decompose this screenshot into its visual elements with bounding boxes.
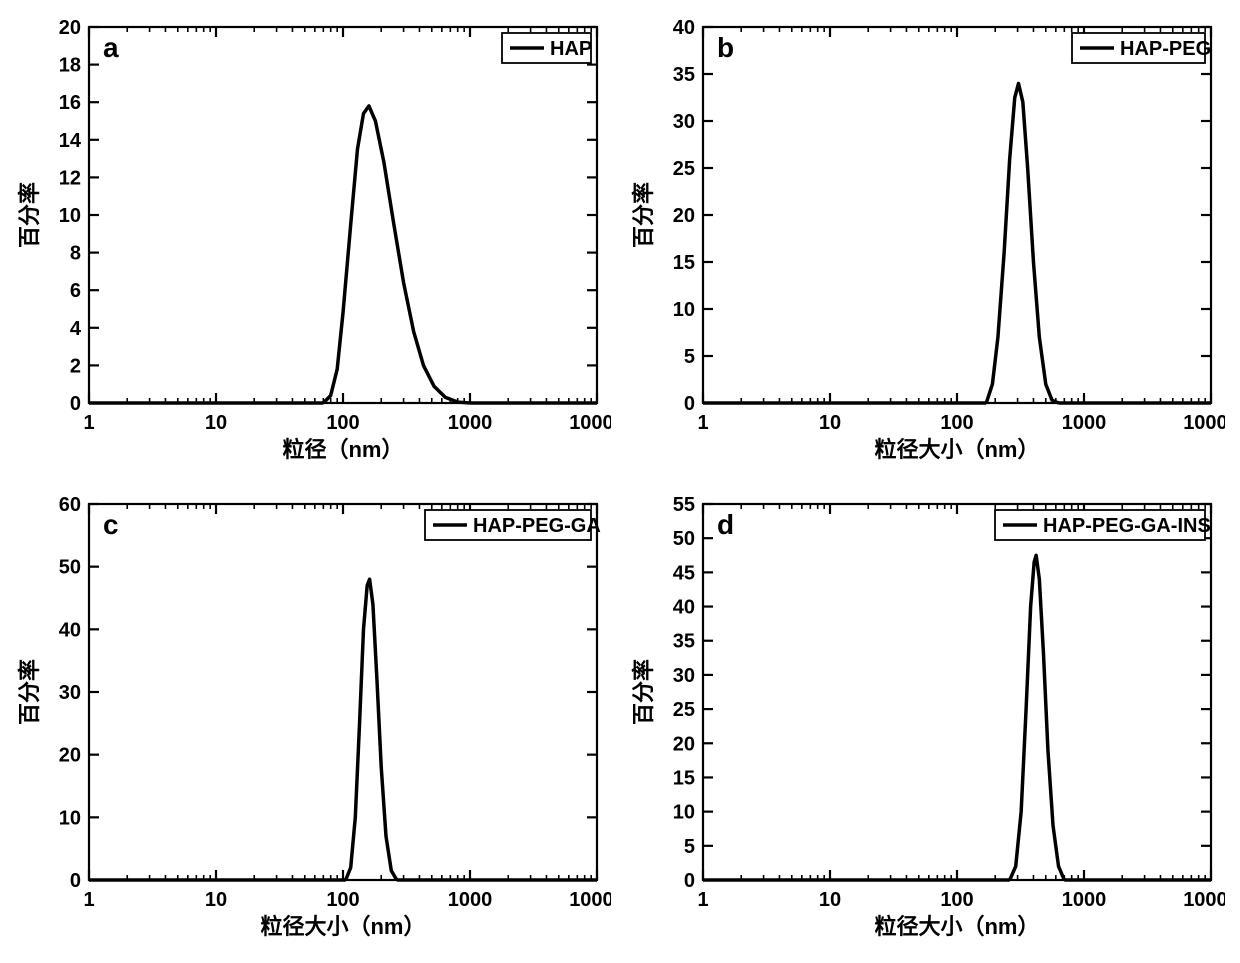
svg-text:50: 50 xyxy=(673,528,695,550)
series-line xyxy=(986,83,1058,403)
svg-text:25: 25 xyxy=(673,699,695,721)
svg-text:20: 20 xyxy=(673,733,695,755)
svg-text:0: 0 xyxy=(70,870,81,892)
svg-text:10: 10 xyxy=(59,205,81,227)
panel-letter: b xyxy=(717,32,734,63)
svg-text:55: 55 xyxy=(673,494,695,516)
svg-text:45: 45 xyxy=(673,562,695,584)
y-axis-label: 百分率 xyxy=(17,182,42,248)
svg-text:5: 5 xyxy=(684,835,695,857)
chart-d: 1 10 100 1000 10000 0 5 10 15 20 25 30 35 40 45 50 55 d HA… xyxy=(629,492,1225,948)
panel-letter: a xyxy=(103,32,119,63)
series-line xyxy=(323,106,470,403)
svg-text:10000: 10000 xyxy=(569,889,611,911)
svg-text:30: 30 xyxy=(59,682,81,704)
svg-text:15: 15 xyxy=(673,252,695,274)
svg-text:1: 1 xyxy=(697,889,708,911)
x-axis-label: 粒径大小（nm） xyxy=(260,914,425,939)
chart-b: 1 10 100 1000 10000 0 5 10 15 20 25 30 35 40 b HAP-PEG 粒… xyxy=(629,15,1225,471)
panel-letter: d xyxy=(717,509,734,540)
svg-text:18: 18 xyxy=(59,55,81,77)
svg-text:100: 100 xyxy=(326,412,359,434)
svg-text:10: 10 xyxy=(205,412,227,434)
svg-text:0: 0 xyxy=(684,870,695,892)
legend-label: HAP-PEG-GA-INS xyxy=(1043,515,1211,537)
svg-text:10: 10 xyxy=(819,889,841,911)
panel-b: 1 10 100 1000 10000 0 5 10 15 20 25 30 35 40 b HAP-PEG 粒… xyxy=(629,15,1225,472)
svg-text:8: 8 xyxy=(70,243,81,265)
y-axis-label: 百分率 xyxy=(17,658,42,724)
svg-text:10000: 10000 xyxy=(1183,412,1225,434)
x-axis-label: 粒径大小（nm） xyxy=(874,437,1039,462)
svg-text:35: 35 xyxy=(673,64,695,86)
svg-text:4: 4 xyxy=(70,318,82,340)
svg-text:100: 100 xyxy=(326,889,359,911)
svg-text:40: 40 xyxy=(59,619,81,641)
svg-text:30: 30 xyxy=(673,111,695,133)
svg-text:1000: 1000 xyxy=(1062,889,1107,911)
legend-label: HAP-PEG xyxy=(1120,38,1211,60)
chart-grid: 11010010001000002468101214161820aHAP粒径（n… xyxy=(15,15,1225,948)
svg-text:0: 0 xyxy=(684,393,695,415)
svg-text:30: 30 xyxy=(673,664,695,686)
svg-text:20: 20 xyxy=(59,17,81,39)
panel-d: 1 10 100 1000 10000 0 5 10 15 20 25 30 35 40 45 50 55 d HA… xyxy=(629,492,1225,949)
svg-text:6: 6 xyxy=(70,280,81,302)
panel-a: 1 10 100 1000 10000 0 2 4 6 8 10 12 14 16 18 20 a HAP 粒径（n… xyxy=(15,15,611,472)
svg-text:5: 5 xyxy=(684,346,695,368)
svg-text:10: 10 xyxy=(205,889,227,911)
y-axis-label: 百分率 xyxy=(631,658,656,724)
svg-text:40: 40 xyxy=(673,596,695,618)
x-axis-label: 粒径大小（nm） xyxy=(874,914,1039,939)
svg-text:10: 10 xyxy=(59,807,81,829)
svg-text:40: 40 xyxy=(673,17,695,39)
panel-letter: c xyxy=(103,509,119,540)
svg-text:1: 1 xyxy=(697,412,708,434)
svg-text:50: 50 xyxy=(59,556,81,578)
svg-text:0: 0 xyxy=(70,393,81,415)
svg-text:20: 20 xyxy=(59,744,81,766)
series-line xyxy=(346,579,397,880)
svg-text:1: 1 xyxy=(83,889,94,911)
svg-text:1000: 1000 xyxy=(1062,412,1107,434)
y-axis-label: 百分率 xyxy=(631,182,656,248)
svg-text:1000: 1000 xyxy=(448,889,493,911)
panel-c: 1 10 100 1000 10000 0 10 20 30 40 50 60 c HAP-PEG-GA 粒… xyxy=(15,492,611,949)
svg-text:100: 100 xyxy=(940,412,973,434)
svg-text:10: 10 xyxy=(673,299,695,321)
svg-text:10: 10 xyxy=(819,412,841,434)
svg-text:1: 1 xyxy=(83,412,94,434)
svg-text:12: 12 xyxy=(59,167,81,189)
chart-a: 1 10 100 1000 10000 0 2 4 6 8 10 12 14 16 18 20 a HAP 粒径（n… xyxy=(15,15,611,471)
svg-text:10000: 10000 xyxy=(1183,889,1225,911)
legend-label: HAP-PEG-GA xyxy=(473,515,601,537)
svg-text:25: 25 xyxy=(673,158,695,180)
svg-text:14: 14 xyxy=(59,130,82,152)
svg-text:15: 15 xyxy=(673,767,695,789)
x-axis-label: 粒径（nm） xyxy=(282,437,403,462)
series-line xyxy=(1010,555,1065,880)
svg-text:2: 2 xyxy=(70,355,81,377)
legend-label: HAP xyxy=(550,38,592,60)
svg-text:10: 10 xyxy=(673,801,695,823)
svg-text:60: 60 xyxy=(59,494,81,516)
svg-text:10000: 10000 xyxy=(569,412,611,434)
chart-c: 1 10 100 1000 10000 0 10 20 30 40 50 60 c HAP-PEG-GA 粒… xyxy=(15,492,611,948)
svg-text:1000: 1000 xyxy=(448,412,493,434)
svg-text:20: 20 xyxy=(673,205,695,227)
svg-text:35: 35 xyxy=(673,630,695,652)
svg-text:100: 100 xyxy=(940,889,973,911)
svg-text:16: 16 xyxy=(59,92,81,114)
